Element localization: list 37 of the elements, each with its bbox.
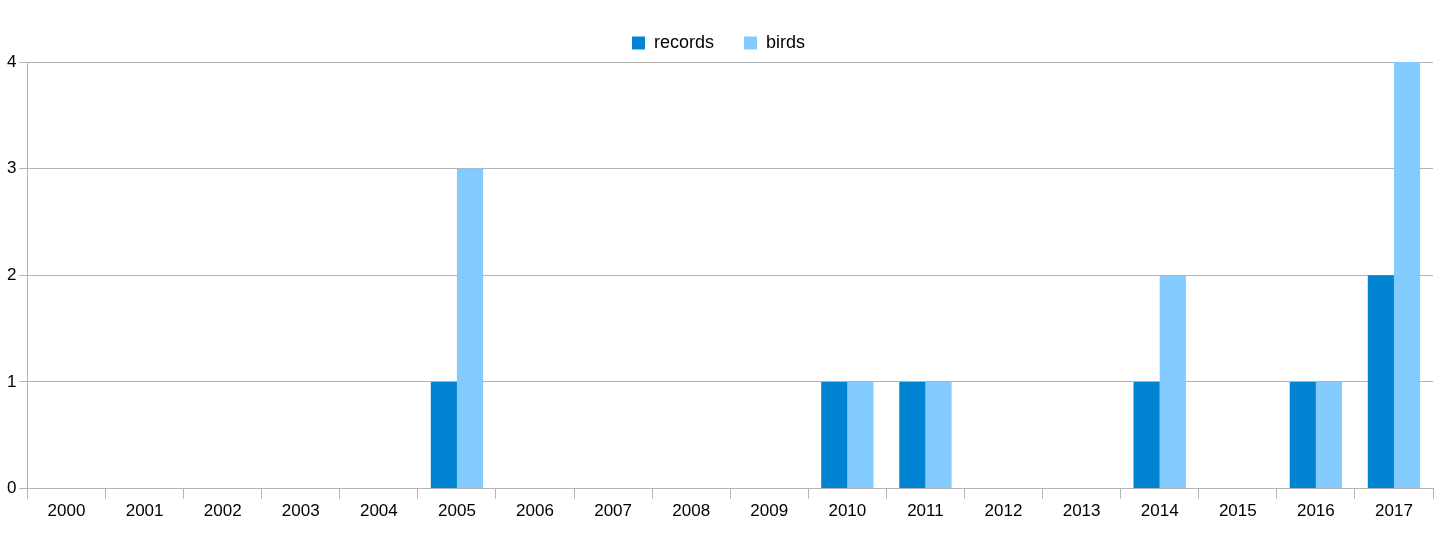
y-tick-label: 3 (6, 158, 17, 178)
x-tick-label: 2008 (672, 501, 711, 521)
x-tick-label: 2016 (1296, 501, 1335, 521)
bar (456, 168, 484, 489)
legend-label: birds (766, 31, 806, 52)
bar (1393, 62, 1421, 489)
x-tick-label: 2003 (281, 501, 320, 521)
bar (430, 381, 457, 489)
x-tick-label: 2013 (1062, 501, 1101, 521)
x-tick-label: 2002 (203, 501, 242, 521)
x-tick-label: 2014 (1140, 501, 1179, 521)
bar (1159, 275, 1186, 489)
x-tick-label: 2000 (47, 501, 86, 521)
x-tick-label: 2010 (828, 501, 867, 521)
x-tick-label: 2009 (750, 501, 789, 521)
x-tick-label: 2004 (359, 501, 398, 521)
y-tick-label: 4 (6, 51, 17, 71)
x-tick-label: 2005 (438, 501, 476, 521)
bar (847, 381, 874, 489)
bar (925, 381, 952, 489)
x-tick-label: 2006 (516, 501, 554, 521)
bar (1315, 381, 1343, 489)
y-tick-label: 0 (6, 478, 17, 498)
x-tick-label: 2011 (907, 501, 944, 521)
x-tick-label: 2001 (125, 501, 164, 521)
legend-label: records (653, 31, 715, 52)
bar (1289, 381, 1316, 489)
x-tick-label: 2012 (984, 501, 1023, 521)
bar (821, 381, 848, 489)
x-tick-label: 2015 (1218, 501, 1257, 521)
bar (899, 381, 926, 489)
y-tick-label: 2 (6, 264, 17, 284)
bar (1133, 381, 1160, 489)
y-tick-label: 1 (6, 371, 17, 391)
x-tick-label: 2007 (594, 501, 633, 521)
bar (1367, 275, 1394, 489)
x-tick-label: 2017 (1375, 501, 1413, 521)
